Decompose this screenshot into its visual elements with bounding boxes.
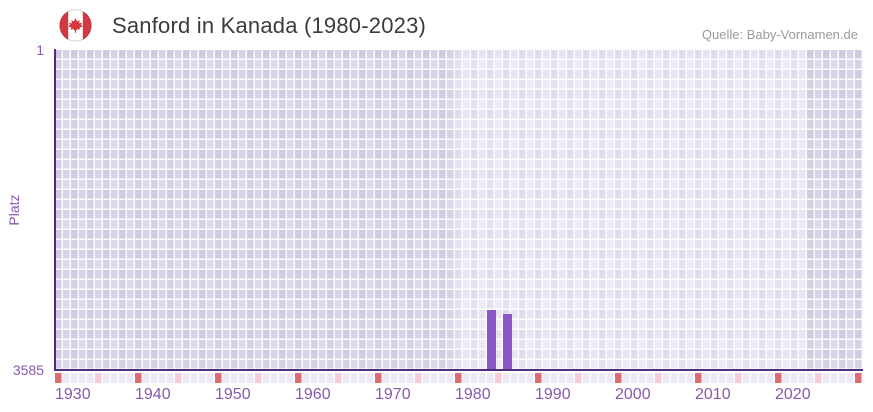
x-tick-row [55, 373, 863, 383]
x-tick-marker-1935 [95, 373, 103, 383]
x-tick-marker-1930 [55, 373, 63, 383]
x-tick-marker-2000 [615, 373, 623, 383]
x-tick-label-1980: 1980 [455, 386, 491, 403]
x-tick-label-1990: 1990 [535, 386, 571, 403]
x-tick-marker-1995 [575, 373, 583, 383]
x-tick-marker-1960 [295, 373, 303, 383]
chart-title: Sanford in Kanada (1980-2023) [112, 12, 427, 38]
chart-header: Sanford in Kanada (1980-2023) [59, 9, 426, 42]
x-tick-marker-2005 [655, 373, 663, 383]
y-axis-title: Platz [6, 194, 22, 226]
y-tick-label-top: 1 [36, 42, 44, 58]
x-tick-label-2000: 2000 [615, 386, 651, 403]
x-tick-marker-1975 [415, 373, 423, 383]
x-tick-marker-1965 [335, 373, 343, 383]
x-tick-marker-1970 [375, 373, 383, 383]
canada-flag-icon [59, 9, 92, 42]
x-tick-label-1970: 1970 [375, 386, 411, 403]
x-tick-label-1940: 1940 [135, 386, 171, 403]
source-attribution: Quelle: Baby-Vornamen.de [701, 27, 858, 42]
plot-area [55, 50, 863, 370]
y-tick-label-bottom: 3585 [12, 362, 44, 378]
x-tick-label-1960: 1960 [295, 386, 331, 403]
bar-1986 [502, 314, 512, 370]
grid-lines [55, 50, 863, 370]
x-tick-marker-1980 [455, 373, 463, 383]
x-tick-label-1950: 1950 [215, 386, 251, 403]
x-tick-label-2010: 2010 [695, 386, 731, 403]
x-tick-marker-1985 [495, 373, 503, 383]
x-tick-marker-2020 [775, 373, 783, 383]
bars-layer [55, 50, 863, 370]
x-tick-marker-1940 [135, 373, 143, 383]
x-tick-label-1930: 1930 [55, 386, 91, 403]
x-tick-marker-1950 [215, 373, 223, 383]
x-tick-marker-1955 [255, 373, 263, 383]
x-axis-line [54, 369, 863, 372]
bar-1984 [486, 310, 496, 370]
x-tick-marker-2030 [855, 373, 863, 383]
x-tick-marker-1945 [175, 373, 183, 383]
x-tick-label-2020: 2020 [775, 386, 811, 403]
x-tick-marker-1990 [535, 373, 543, 383]
x-tick-marker-2015 [735, 373, 743, 383]
x-tick-marker-2025 [815, 373, 823, 383]
x-tick-marker-2010 [695, 373, 703, 383]
y-axis-line [54, 49, 57, 371]
